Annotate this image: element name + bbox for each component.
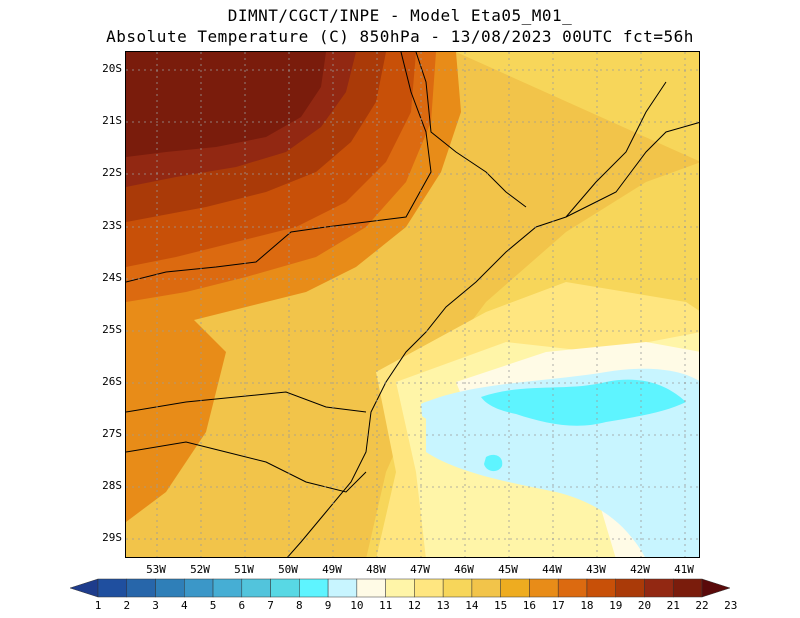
lat-label: 21S [102,114,122,127]
colorbar-label: 11 [378,599,393,612]
colorbar-swatch [184,578,214,598]
lon-label: 51W [234,563,254,576]
field-band-22 [126,52,326,157]
chart-title-line2: Absolute Temperature (C) 850hPa - 13/08/… [106,27,694,46]
colorbar-label: 4 [180,599,188,612]
lon-label: 48W [366,563,386,576]
lon-label: 43W [586,563,606,576]
lon-label: 41W [674,563,694,576]
colorbar-label: 7 [267,599,274,612]
colorbar-swatch [327,578,358,598]
temperature-field [126,52,699,557]
colorbar-swatch [356,578,386,598]
colorbar-swatch [529,578,559,598]
colorbar-label: 16 [522,599,537,612]
colorbar-label: 13 [436,599,450,612]
colorbar-label: 2 [123,599,131,612]
colorbar-swatch [500,578,530,598]
lat-label: 20S [102,62,122,75]
lon-label: 49W [322,563,342,576]
colorbar-label: 5 [209,599,217,612]
colorbar-label: 6 [238,599,246,612]
colorbar-label: 1 [94,599,102,612]
lat-label: 26S [102,375,122,388]
colorbar-swatch [241,578,271,598]
colorbar-swatch [672,578,703,598]
colorbar-swatch [615,578,645,598]
colorbar-arrow-left [70,578,99,598]
colorbar-swatch [586,578,616,598]
field-band-9-b [484,454,503,472]
colorbar-swatch [299,578,329,598]
colorbar-swatch [155,578,185,598]
lat-label: 29S [102,531,122,544]
temperature-map [125,51,700,558]
lat-label: 25S [102,323,122,336]
field-band-9-a [481,379,686,426]
colorbar-swatch [644,578,674,598]
colorbar-label: 15 [494,599,508,612]
colorbar-swatch [414,578,444,598]
field-band-10-b [421,400,451,421]
lon-label: 42W [630,563,650,576]
colorbar-label: 9 [324,599,332,612]
chart-title-line1: DIMNT/CGCT/INPE - Model Eta05_M01_ [227,6,573,25]
colorbar-label: 22 [695,599,709,612]
colorbar-swatch [471,578,501,598]
colorbar-label: 23 [724,599,738,612]
colorbar-label: 8 [296,599,303,612]
colorbar-arrow-right [701,578,730,598]
colorbar-label: 17 [551,599,565,612]
lat-label: 28S [102,479,122,492]
lat-label: 23S [102,219,122,232]
colorbar-swatch [557,578,588,598]
lon-label: 44W [542,563,562,576]
grid-lines [126,52,699,557]
lat-label: 22S [102,166,122,179]
lon-label: 52W [190,563,210,576]
lat-label: 24S [102,271,122,284]
colorbar-label: 12 [407,599,421,612]
lon-label: 47W [410,563,430,576]
colorbar-label: 10 [350,599,364,612]
lat-label: 27S [102,427,122,440]
colorbar-label: 14 [465,599,479,612]
colorbar-label: 21 [666,599,680,612]
colorbar [70,578,730,598]
colorbar-label: 3 [152,599,159,612]
colorbar-label: 18 [580,599,594,612]
lon-label: 46W [454,563,474,576]
colorbar-swatch [212,578,243,598]
colorbar-swatch [442,578,473,598]
colorbar-swatch [385,578,415,598]
lon-label: 53W [146,563,166,576]
colorbar-swatch [270,578,300,598]
colorbar-swatch [126,578,156,598]
colorbar-label: 19 [609,599,623,612]
coastline [126,52,699,557]
lon-label: 50W [278,563,298,576]
colorbar-label: 20 [637,599,652,612]
lon-label: 45W [498,563,518,576]
colorbar-swatch [97,578,128,598]
